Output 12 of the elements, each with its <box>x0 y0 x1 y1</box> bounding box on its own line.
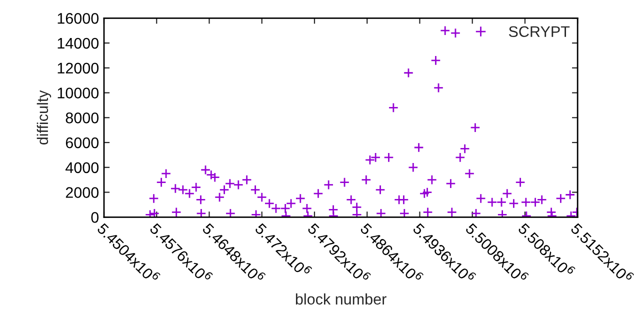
y-tick-label: 10000 <box>58 88 99 98</box>
y-tick-label: 8000 <box>66 112 99 124</box>
legend-label: SCRYPT <box>508 26 570 38</box>
y-axis-title: difficulty <box>36 90 52 144</box>
y-tick-label: 0 <box>91 212 99 223</box>
y-tick-label: 4000 <box>66 162 99 174</box>
y-tick-label: 2000 <box>66 187 99 198</box>
x-axis-title: block number <box>296 293 386 305</box>
y-tick-label: 16000 <box>58 13 99 24</box>
y-tick-label: 12000 <box>58 62 99 74</box>
y-tick-label: 14000 <box>58 38 99 49</box>
y-tick-label: 6000 <box>66 137 99 148</box>
